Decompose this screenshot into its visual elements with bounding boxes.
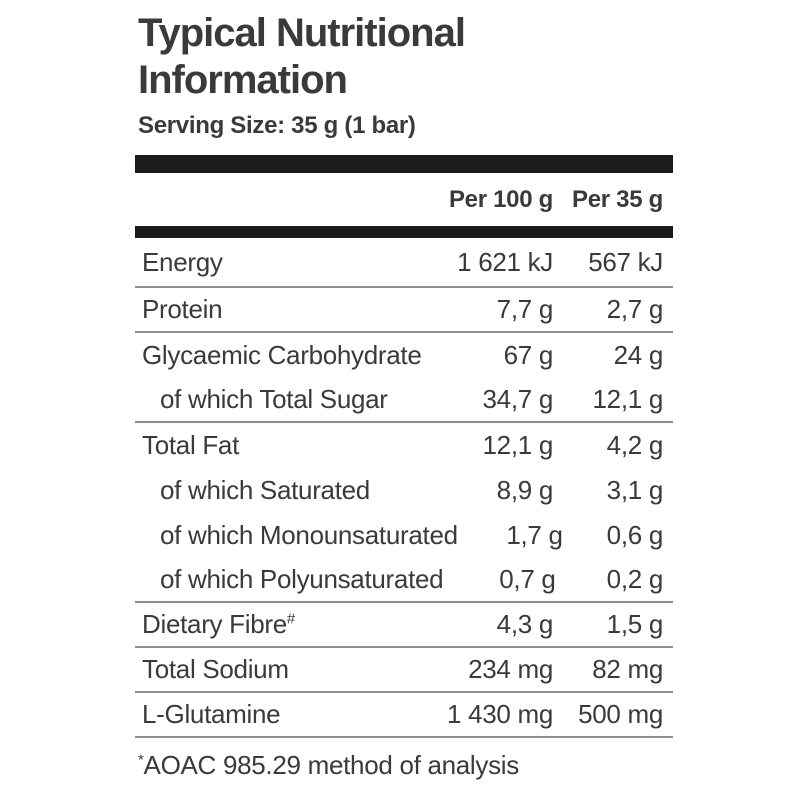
footnote-marker: * bbox=[138, 751, 144, 769]
row-value-per-100g: 7,7 g bbox=[496, 294, 554, 324]
row-value-per-100g: 1,7 g bbox=[506, 520, 563, 550]
row-label-text: L-Glutamine bbox=[142, 699, 281, 729]
row-label-text: Protein bbox=[142, 294, 223, 324]
row-label: of which Monounsaturated bbox=[142, 520, 458, 551]
row-label: Glycaemic Carbohydrate bbox=[142, 340, 438, 371]
row-value-per-100g: 1 430 mg bbox=[446, 699, 553, 729]
table-row: Protein 7,7 g 2,7 g bbox=[135, 288, 673, 333]
serving-size: Serving Size: 35 g (1 bar) bbox=[138, 112, 416, 139]
table-row: of which Total Sugar 34,7 g 12,1 g bbox=[135, 378, 673, 423]
row-label: L-Glutamine bbox=[142, 699, 438, 730]
row-value-per-35g: 1,5 g bbox=[606, 609, 664, 639]
row-value-per-100g: 34,7 g bbox=[482, 384, 554, 414]
nutrition-table: Per 100 g Per 35 g Energy 1 621 kJ 567 kJ P… bbox=[135, 155, 673, 738]
row-label-text: Total Fat bbox=[142, 430, 240, 460]
row-label-text: of which Monounsaturated bbox=[160, 520, 458, 550]
row-label: of which Saturated bbox=[142, 475, 438, 506]
row-value-per-35g: 82 mg bbox=[592, 654, 663, 684]
top-divider-bar bbox=[135, 155, 673, 173]
row-value-per-100g: 234 mg bbox=[468, 654, 553, 684]
row-label-text: Dietary Fibre bbox=[142, 609, 287, 639]
table-row: Dietary Fibre# 4,3 g 1,5 g bbox=[135, 603, 673, 648]
row-value-per-35g: 4,2 g bbox=[606, 430, 664, 460]
row-value-per-100g: 4,3 g bbox=[496, 609, 554, 639]
row-label: Total Sodium bbox=[142, 654, 438, 685]
row-label-text: Glycaemic Carbohydrate bbox=[142, 340, 422, 370]
footnote: *AOAC 985.29 method of analysis bbox=[138, 750, 519, 781]
row-value-per-100g: 8,9 g bbox=[496, 475, 554, 505]
row-label: of which Polyunsaturated bbox=[142, 564, 444, 595]
table-row: of which Polyunsaturated 0,7 g 0,2 g bbox=[135, 558, 673, 603]
column-header-per-100g: Per 100 g bbox=[448, 185, 553, 213]
row-value-per-100g: 67 g bbox=[503, 340, 554, 370]
row-value-per-100g: 1 621 kJ bbox=[457, 246, 553, 277]
footnote-text: AOAC 985.29 method of analysis bbox=[143, 750, 520, 780]
row-value-per-35g: 12,1 g bbox=[592, 384, 664, 414]
row-value-per-35g: 24 g bbox=[613, 340, 664, 370]
table-body: Energy 1 621 kJ 567 kJ Protein 7,7 g 2,7 g Gly… bbox=[135, 238, 673, 738]
row-value-per-35g: 3,1 g bbox=[606, 475, 664, 505]
row-value-per-35g: 567 kJ bbox=[588, 246, 663, 277]
row-label: Energy bbox=[142, 247, 438, 278]
row-value-per-100g: 0,7 g bbox=[499, 564, 556, 594]
table-row: of which Monounsaturated 1,7 g 0,6 g bbox=[135, 513, 673, 558]
table-row: Glycaemic Carbohydrate 67 g 24 g bbox=[135, 333, 673, 378]
row-label: of which Total Sugar bbox=[142, 384, 438, 415]
table-row: Total Sodium 234 mg 82 mg bbox=[135, 648, 673, 693]
table-row: Total Fat 12,1 g 4,2 g bbox=[135, 423, 673, 468]
row-label-superscript: # bbox=[286, 610, 295, 628]
row-label-text: of which Polyunsaturated bbox=[160, 564, 444, 594]
page-title: Typical Nutritional Information bbox=[138, 11, 466, 102]
row-value-per-100g: 12,1 g bbox=[482, 430, 554, 460]
row-label-text: Energy bbox=[142, 246, 223, 277]
row-value-per-35g: 0,6 g bbox=[606, 520, 664, 550]
row-label: Total Fat bbox=[142, 430, 438, 461]
column-header-per-35g: Per 35 g bbox=[572, 185, 663, 213]
row-label-text: of which Saturated bbox=[160, 475, 370, 505]
row-label: Protein bbox=[142, 294, 438, 325]
table-row: L-Glutamine 1 430 mg 500 mg bbox=[135, 693, 673, 738]
row-label-text: of which Total Sugar bbox=[160, 384, 388, 414]
row-value-per-35g: 2,7 g bbox=[606, 294, 664, 324]
row-value-per-35g: 0,2 g bbox=[606, 564, 664, 594]
row-label-text: Total Sodium bbox=[142, 654, 289, 684]
table-header-row: Per 100 g Per 35 g bbox=[135, 173, 673, 226]
table-row: of which Saturated 8,9 g 3,1 g bbox=[135, 468, 673, 513]
table-row: Energy 1 621 kJ 567 kJ bbox=[135, 238, 673, 288]
row-value-per-35g: 500 mg bbox=[578, 699, 663, 729]
row-label: Dietary Fibre# bbox=[142, 609, 438, 640]
header-divider-bar bbox=[135, 226, 673, 238]
